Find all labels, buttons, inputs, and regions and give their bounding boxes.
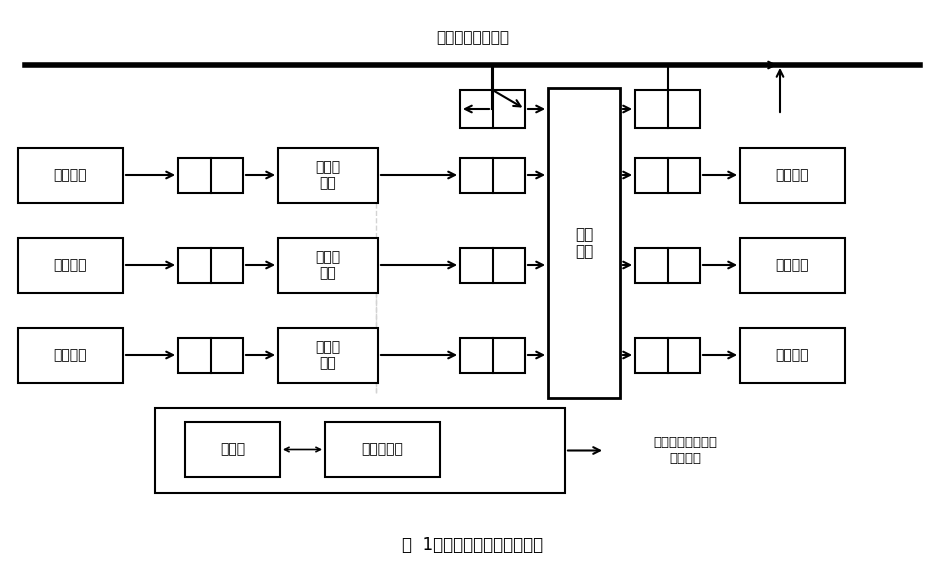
Bar (185, 422, 280, 477)
Bar (740, 148, 845, 203)
Text: 接收模块: 接收模块 (54, 348, 87, 362)
Bar (155, 408, 565, 493)
Bar (635, 90, 700, 128)
Bar (548, 88, 620, 398)
Text: 帧解析
模块: 帧解析 模块 (315, 160, 341, 190)
Bar (460, 338, 525, 372)
Bar (18, 237, 123, 292)
Text: 发送模块: 发送模块 (776, 348, 809, 362)
Bar (740, 328, 845, 383)
Text: 提供光交换矩阵的
控制信号: 提供光交换矩阵的 控制信号 (653, 437, 717, 464)
Text: 发送模块: 发送模块 (776, 168, 809, 182)
Bar (460, 157, 525, 192)
Bar (635, 157, 700, 192)
Text: 帧解析
模块: 帧解析 模块 (315, 340, 341, 370)
Bar (178, 338, 243, 372)
Text: 发送模块: 发送模块 (776, 258, 809, 272)
Bar (178, 247, 243, 283)
Text: 接收模块: 接收模块 (54, 258, 87, 272)
Bar (635, 247, 700, 283)
Bar (325, 422, 440, 477)
Text: 信道资源库: 信道资源库 (361, 442, 403, 456)
Bar (18, 148, 123, 203)
Text: 图  1核心节点控制器系统框图: 图 1核心节点控制器系统框图 (402, 536, 544, 554)
Bar (178, 157, 243, 192)
Bar (460, 90, 525, 128)
Bar (18, 328, 123, 383)
Bar (740, 237, 845, 292)
Text: 帧解析
模块: 帧解析 模块 (315, 250, 341, 280)
Text: 交叉
矩阵: 交叉 矩阵 (575, 227, 593, 259)
Bar (635, 338, 700, 372)
Text: 路由表: 路由表 (219, 442, 245, 456)
Bar (460, 247, 525, 283)
Text: 接收模块: 接收模块 (54, 168, 87, 182)
Bar (278, 237, 378, 292)
Bar (278, 328, 378, 383)
Text: 与网管模块的接口: 与网管模块的接口 (436, 31, 510, 46)
Bar (278, 148, 378, 203)
